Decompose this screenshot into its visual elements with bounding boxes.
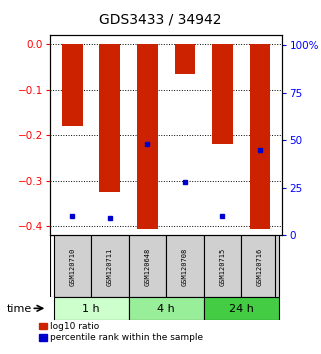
Bar (91, 235, 129, 297)
Text: GSM120716: GSM120716 (257, 247, 263, 286)
Bar (241, 235, 279, 297)
Bar (204, 235, 241, 297)
Text: GDS3433 / 34942: GDS3433 / 34942 (99, 12, 222, 27)
Bar (54, 297, 129, 320)
Bar (129, 297, 204, 320)
Bar (100, 45, 120, 192)
Bar (166, 235, 204, 297)
Bar (250, 45, 270, 229)
Bar (204, 297, 279, 320)
Text: time: time (6, 304, 32, 314)
Bar (212, 45, 233, 144)
Bar (54, 235, 91, 297)
Bar (137, 45, 158, 229)
Legend: log10 ratio, percentile rank within the sample: log10 ratio, percentile rank within the … (39, 322, 204, 342)
Text: GSM120711: GSM120711 (107, 247, 113, 286)
Bar (62, 45, 82, 126)
Text: GSM120708: GSM120708 (182, 247, 188, 286)
Text: GSM120648: GSM120648 (144, 247, 150, 286)
Text: 1 h: 1 h (82, 304, 100, 314)
Bar (129, 235, 166, 297)
Text: 4 h: 4 h (157, 304, 175, 314)
Text: 24 h: 24 h (229, 304, 254, 314)
Text: GSM120715: GSM120715 (220, 247, 225, 286)
Bar (175, 45, 195, 74)
Text: GSM120710: GSM120710 (69, 247, 75, 286)
